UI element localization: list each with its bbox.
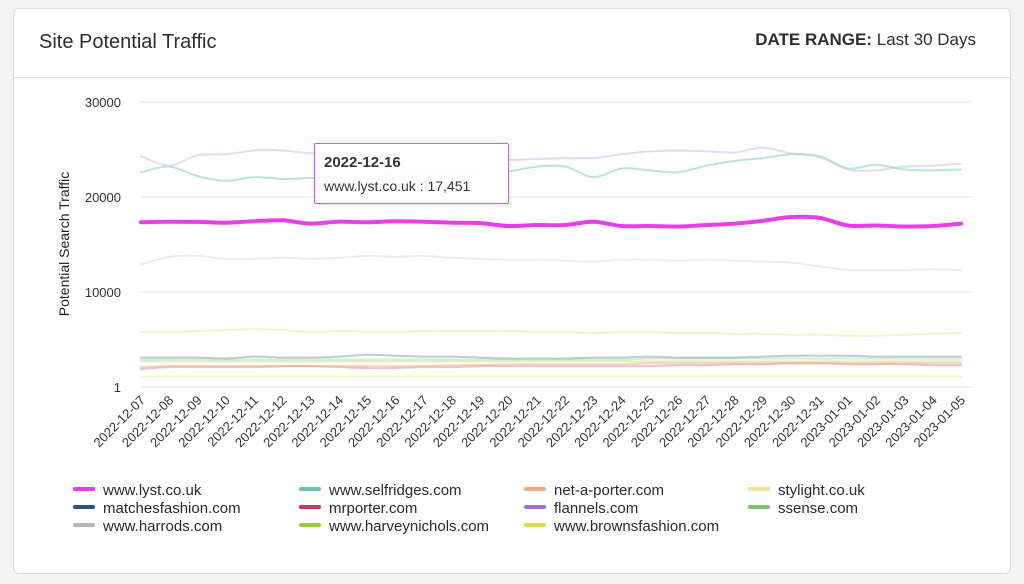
legend-item[interactable]: www.lyst.co.uk (73, 482, 201, 500)
legend-label: www.brownsfashion.com (554, 518, 720, 535)
legend-swatch (524, 487, 546, 492)
tooltip-date: 2022-12-16 (324, 154, 401, 171)
card-header: Site Potential Traffic DATE RANGE: Last … (14, 9, 1010, 78)
legend-swatch (748, 505, 770, 510)
legend-item[interactable]: ssense.com (748, 500, 858, 518)
y-tick-label: 30000 (85, 95, 121, 110)
date-range-label: DATE RANGE: (755, 30, 873, 49)
tooltip-value: www.lyst.co.uk : 17,451 (324, 178, 471, 194)
legend-swatch (73, 487, 95, 492)
legend-label: mrporter.com (329, 500, 418, 517)
series-line-flannels-com[interactable] (140, 146, 962, 172)
series-line-www-harrods-com[interactable] (140, 254, 962, 272)
series-line-net-a-porter-com[interactable] (140, 362, 962, 369)
gridlines (141, 101, 973, 388)
legend-swatch (299, 487, 321, 492)
date-range[interactable]: DATE RANGE: Last 30 Days (755, 30, 976, 50)
legend-label: www.lyst.co.uk (103, 482, 202, 499)
legend-item[interactable]: stylight.co.uk (748, 482, 865, 500)
y-tick-label: 10000 (85, 285, 121, 300)
legend-swatch (73, 505, 95, 510)
series-lines (139, 146, 963, 378)
date-range-value: Last 30 Days (876, 30, 976, 49)
legend-swatch (299, 523, 321, 528)
legend-swatch (299, 505, 321, 510)
y-axis-label: Potential Search Traffic (56, 172, 72, 316)
chart-tooltip: 2022-12-16 www.lyst.co.uk : 17,451 (314, 143, 509, 204)
legend-label: stylight.co.uk (778, 482, 865, 499)
legend-label: ssense.com (778, 500, 859, 517)
legend-label: www.selfridges.com (329, 482, 462, 499)
legend-item[interactable]: www.selfridges.com (299, 482, 462, 500)
card-title: Site Potential Traffic (39, 31, 217, 53)
legend-item[interactable]: www.brownsfashion.com (524, 518, 719, 536)
legend-item[interactable]: mrporter.com (299, 500, 417, 518)
legend-swatch (524, 523, 546, 528)
legend-swatch (73, 523, 95, 528)
legend-item[interactable]: matchesfashion.com (73, 500, 241, 518)
series-line-matchesfashion-com[interactable] (140, 353, 962, 360)
series-line-stylight-co-uk[interactable] (140, 328, 962, 337)
legend-label: net-a-porter.com (554, 482, 665, 499)
y-tick-label: 20000 (85, 190, 121, 205)
series-line-www-selfridges-com[interactable] (140, 153, 962, 182)
legend-label: www.harveynichols.com (329, 518, 490, 535)
legend-label: www.harrods.com (103, 518, 223, 535)
y-axis-ticks: 1 10000 20000 30000 (85, 95, 121, 395)
legend-item[interactable]: www.harveynichols.com (299, 518, 489, 536)
legend-label: flannels.com (554, 500, 639, 517)
legend-item[interactable]: net-a-porter.com (524, 482, 664, 500)
legend-label: matchesfashion.com (103, 500, 241, 517)
legend-item[interactable]: www.harrods.com (73, 518, 222, 536)
x-axis-ticks: 2022-12-072022-12-082022-12-092022-12-10… (90, 393, 968, 451)
series-line-www-lyst-co-uk[interactable] (139, 214, 963, 229)
y-tick-label: 1 (114, 380, 121, 395)
series-line-ssense-com[interactable] (140, 357, 962, 361)
legend-item[interactable]: flannels.com (524, 500, 638, 518)
legend-swatch (748, 487, 770, 492)
legend-swatch (524, 505, 546, 510)
